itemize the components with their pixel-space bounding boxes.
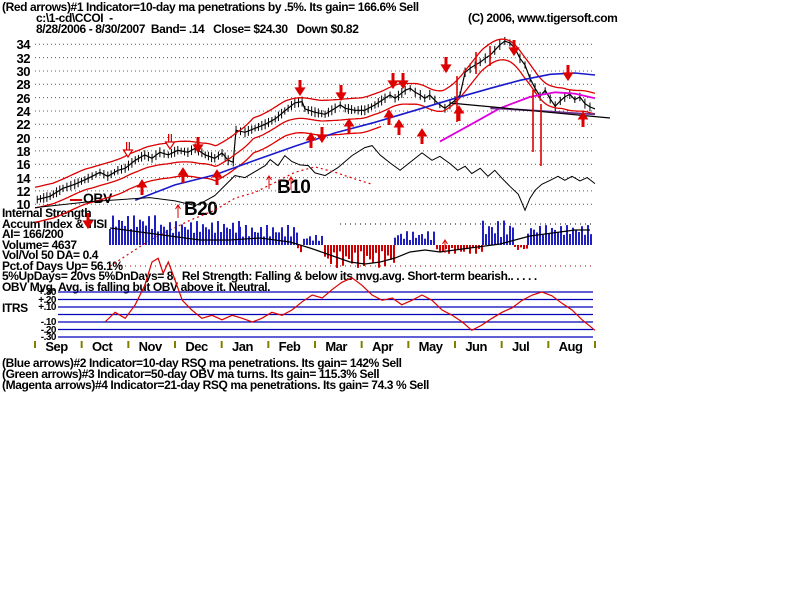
month-label-jul: Jul — [512, 339, 530, 354]
sell-down-arrow — [316, 134, 328, 144]
accum-ma-line — [109, 227, 590, 265]
header-indicator-line: (Red arrows)#1 Indicator=10-day ma penet… — [2, 0, 419, 14]
info-volume: Volume= 4637 — [2, 237, 77, 252]
sell-down-arrow — [192, 144, 204, 154]
trendline — [449, 102, 611, 119]
price-tick-22: 22 — [16, 117, 31, 133]
chart-label-b10: B10 — [277, 177, 311, 198]
month-label-apr: Apr — [372, 339, 393, 354]
red-dotted-indicator-line — [109, 166, 373, 267]
sell-down-arrow — [294, 87, 306, 97]
thin-up-arrow — [442, 239, 448, 245]
price-tick-34: 34 — [16, 37, 31, 53]
chart-label-obv: OBV — [83, 190, 112, 206]
itrs-tick--.30: -.30 — [40, 332, 57, 343]
footer-green-arrows: (Green arrows)#3 Indicator=50-day OBV ma… — [2, 367, 380, 381]
sell-down-arrow — [122, 149, 134, 159]
thin-up-arrow — [266, 175, 272, 181]
price-tick-20: 20 — [16, 130, 31, 146]
price-line — [37, 40, 596, 201]
footer-magenta-arrows: (Magenta arrows)#4 Indicator=21-day RSQ … — [2, 378, 429, 392]
sell-down-arrow — [397, 80, 409, 90]
magenta-21day-line — [439, 91, 596, 143]
footer-blue-arrows: (Blue arrows)#2 Indicator=10-day RSQ ma … — [2, 356, 402, 370]
sell-down-arrow — [508, 47, 520, 57]
buy-up-arrow — [343, 118, 355, 127]
sell-down-arrow — [387, 80, 399, 90]
price-tick-16: 16 — [16, 157, 31, 173]
month-label-dec: Dec — [185, 339, 208, 354]
purple-line — [490, 107, 596, 116]
buy-up-arrow — [177, 167, 189, 176]
sell-down-arrow — [335, 92, 347, 102]
file-path: c:\1-cd\CCOI - — [36, 11, 113, 25]
month-label-aug: Aug — [558, 339, 583, 354]
month-label-mar: Mar — [325, 339, 347, 354]
price-tick-32: 32 — [16, 50, 31, 66]
itrs-tick--.10: -.10 — [40, 317, 57, 328]
buy-up-arrow — [393, 119, 405, 128]
copyright: (C) 2006, www.tigersoft.com — [468, 11, 618, 25]
upper-band-line — [34, 38, 596, 188]
thin-up-arrow — [175, 204, 181, 210]
month-label-jan: Jan — [232, 339, 253, 354]
itrs-tick-+.10: +.10 — [38, 302, 56, 313]
date-band-close-line: 8/28/2006 - 8/30/2007 Band= .14 Close= $… — [36, 22, 359, 36]
month-label-may: May — [418, 339, 443, 354]
chart-canvas — [34, 36, 611, 348]
month-label-jun: Jun — [465, 339, 487, 354]
itrs-tick--.20: -.20 — [40, 324, 57, 336]
buy-up-arrow — [136, 179, 148, 188]
buy-up-arrow — [305, 132, 317, 141]
price-tick-18: 18 — [16, 143, 31, 159]
price-tick-28: 28 — [16, 77, 31, 93]
blue-50day-ma-line — [134, 72, 596, 201]
price-tick-30: 30 — [16, 63, 31, 79]
price-tick-14: 14 — [16, 170, 31, 186]
itrs-axis-title: ITRS — [2, 301, 28, 315]
price-tick-26: 26 — [16, 90, 31, 106]
sell-down-arrow — [440, 64, 452, 74]
price-tick-12: 12 — [16, 183, 31, 199]
month-label-oct: Oct — [92, 339, 113, 354]
itrs-tick-+.30: +.30 — [38, 287, 56, 298]
info-ai: AI= 166/200 — [2, 227, 64, 241]
obv-line — [34, 145, 596, 212]
buy-up-arrow — [453, 105, 465, 114]
month-label-nov: Nov — [138, 339, 163, 354]
sell-down-arrow — [562, 72, 574, 82]
month-label-feb: Feb — [278, 339, 301, 354]
itrs-tick-+.20: +.20 — [38, 294, 56, 306]
info-volvol: Vol/Vol 50 DA= 0.4 — [2, 248, 99, 262]
buy-up-arrow — [211, 169, 223, 178]
lower-band-line — [34, 59, 596, 209]
price-tick-24: 24 — [16, 103, 31, 119]
buy-up-arrow — [416, 128, 428, 137]
chart-label-b20: B20 — [184, 199, 218, 220]
price-tick-10: 10 — [16, 197, 31, 213]
month-label-sep: Sep — [45, 339, 68, 354]
sell-down-arrow — [164, 141, 176, 151]
buy-up-arrow — [383, 109, 395, 118]
buy-up-arrow — [577, 111, 589, 120]
